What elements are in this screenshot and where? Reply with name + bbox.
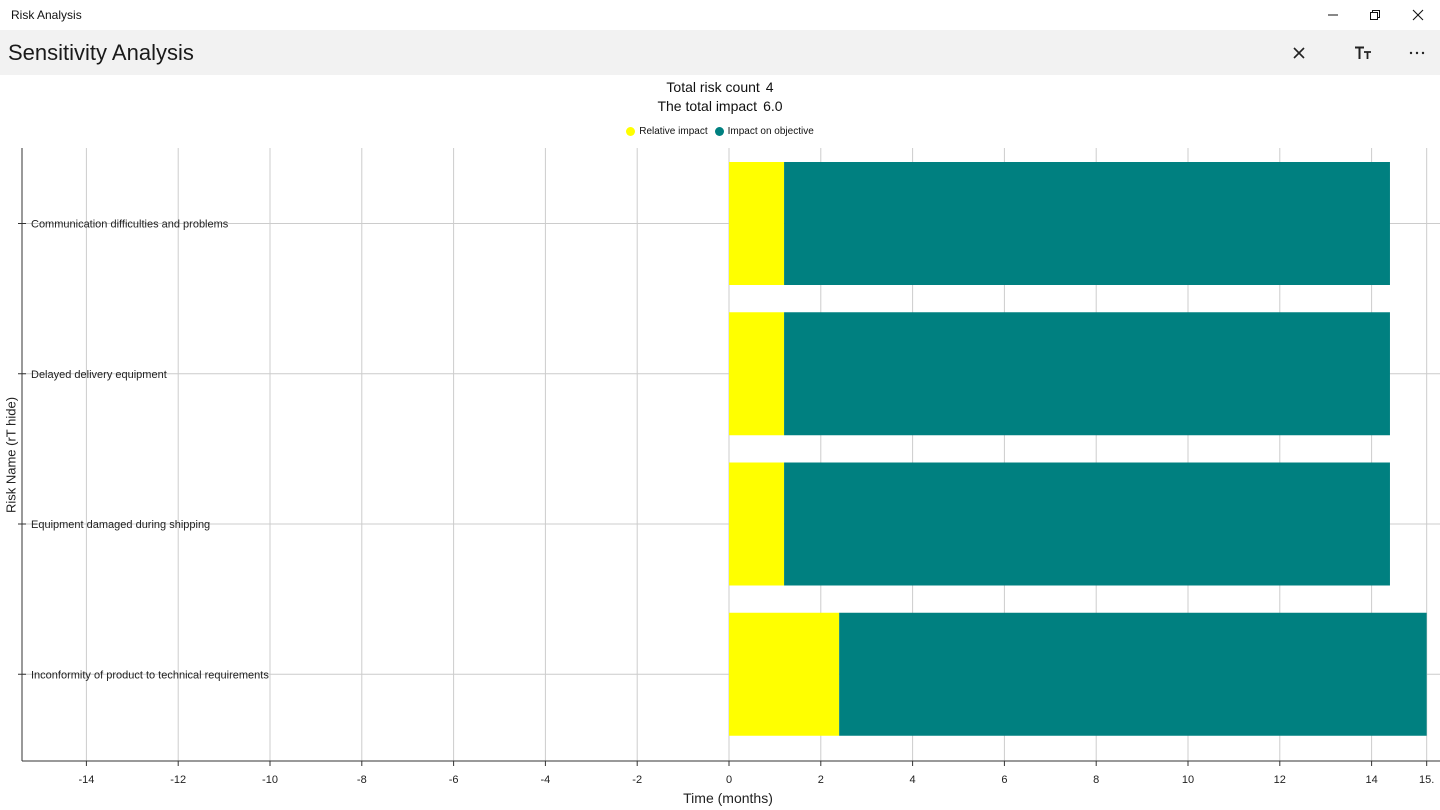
- restore-button[interactable]: [1352, 0, 1398, 30]
- bar-impact-on-objective[interactable]: [784, 162, 1390, 285]
- text-size-button[interactable]: [1343, 30, 1383, 75]
- x-tick-label: 12: [1274, 774, 1286, 786]
- x-tick-label: -12: [170, 774, 186, 786]
- risk-count-value: 4: [765, 79, 774, 95]
- risk-count-label: Total risk count: [666, 79, 760, 95]
- x-tick-label: -8: [357, 774, 367, 786]
- category-label: Communication difficulties and problems: [31, 219, 229, 231]
- x-tick-label: -14: [78, 774, 94, 786]
- legend-label-relative-impact: Relative impact: [639, 126, 708, 137]
- x-tick-label: -10: [262, 774, 278, 786]
- app-title: Risk Analysis: [11, 8, 82, 22]
- category-label: Equipment damaged during shipping: [31, 519, 210, 531]
- x-tick-label: 6: [1001, 774, 1007, 786]
- text-size-icon: [1355, 46, 1371, 59]
- bar-relative-impact[interactable]: [729, 162, 785, 285]
- x-axis-label: Time (months): [683, 790, 773, 806]
- page-header: Sensitivity Analysis: [0, 30, 1440, 75]
- more-options-button[interactable]: [1397, 30, 1437, 75]
- bar-relative-impact[interactable]: [729, 612, 840, 736]
- x-tick-label: 4: [910, 774, 916, 786]
- more-icon: [1409, 51, 1425, 54]
- bar-relative-impact[interactable]: [729, 462, 785, 586]
- close-analysis-button[interactable]: [1279, 30, 1319, 75]
- y-axis-label: Risk Name (rT hide): [3, 396, 19, 514]
- window-close-button[interactable]: [1395, 0, 1440, 30]
- chart-legend: Relative impact Impact on objective: [0, 126, 1440, 137]
- minimize-button[interactable]: [1310, 0, 1356, 30]
- category-label: Delayed delivery equipment: [31, 369, 167, 381]
- x-tick-label: 15.: [1419, 774, 1434, 786]
- close-icon: [1293, 46, 1305, 59]
- legend-item-impact-on-objective[interactable]: Impact on objective: [714, 126, 814, 137]
- x-tick-label: 0: [726, 774, 732, 786]
- x-tick-label: 10: [1182, 774, 1194, 786]
- bar-impact-on-objective[interactable]: [839, 612, 1427, 736]
- x-tick-label: 8: [1093, 774, 1099, 786]
- risk-count-summary: Total risk count 4: [0, 79, 1440, 95]
- title-bar: Risk Analysis: [0, 0, 1440, 30]
- total-impact-label: The total impact: [657, 98, 758, 114]
- bar-impact-on-objective[interactable]: [784, 462, 1390, 586]
- x-tick-label: -6: [449, 774, 459, 786]
- legend-marker-impact-on-objective: [714, 127, 724, 136]
- page-title: Sensitivity Analysis: [8, 40, 194, 65]
- category-label: Inconformity of product to technical req…: [31, 669, 269, 681]
- legend-item-relative-impact[interactable]: Relative impact: [626, 126, 708, 137]
- x-tick-label: -2: [632, 774, 642, 786]
- restore-icon: [1370, 10, 1380, 20]
- minimize-icon: [1328, 14, 1338, 16]
- legend-marker-relative-impact: [626, 127, 636, 136]
- bar-relative-impact[interactable]: [729, 312, 785, 436]
- x-tick-label: 2: [818, 774, 824, 786]
- total-impact-summary: The total impact 6.0: [0, 98, 1440, 114]
- bar-impact-on-objective[interactable]: [784, 312, 1390, 436]
- total-impact-value: 6.0: [763, 98, 783, 114]
- x-tick-label: 14: [1365, 774, 1377, 786]
- legend-label-impact-on-objective: Impact on objective: [727, 126, 814, 137]
- x-tick-label: -4: [541, 774, 551, 786]
- close-icon: [1412, 9, 1424, 21]
- sensitivity-chart: -14 -12 -10 -8 -6 -4 -2 0 2 4 6 8 10 12 14 15. Communica…: [18, 148, 1440, 806]
